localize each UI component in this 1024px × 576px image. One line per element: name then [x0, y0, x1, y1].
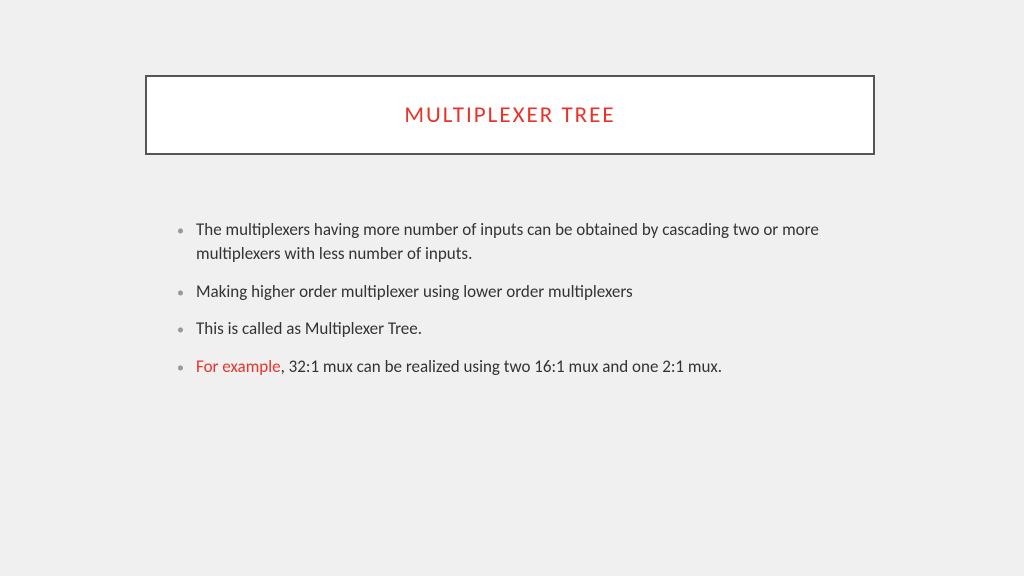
bullet-text: The multiplexers having more number of i…	[196, 218, 845, 266]
bullet-text: This is called as Multiplexer Tree.	[196, 317, 845, 341]
bullet-marker-icon: •	[177, 358, 184, 378]
bullet-item: •Making higher order multiplexer using l…	[195, 280, 845, 304]
title-box: MULTIPLEXER TREE	[145, 75, 875, 155]
bullet-marker-icon: •	[177, 221, 184, 241]
bullet-marker-icon: •	[177, 283, 184, 303]
bullet-item: •This is called as Multiplexer Tree.	[195, 317, 845, 341]
bullet-marker-icon: •	[177, 320, 184, 340]
bullet-item: •The multiplexers having more number of …	[195, 218, 845, 266]
bullet-rest-text: , 32:1 mux can be realized using two 16:…	[281, 356, 722, 377]
slide-title: MULTIPLEXER TREE	[404, 101, 615, 129]
bullet-text: Making higher order multiplexer using lo…	[196, 280, 845, 304]
bullet-list: •The multiplexers having more number of …	[195, 218, 845, 393]
highlight-text: For example	[196, 356, 281, 377]
bullet-item: •For example, 32:1 mux can be realized u…	[195, 355, 845, 379]
bullet-text: For example, 32:1 mux can be realized us…	[196, 355, 845, 379]
